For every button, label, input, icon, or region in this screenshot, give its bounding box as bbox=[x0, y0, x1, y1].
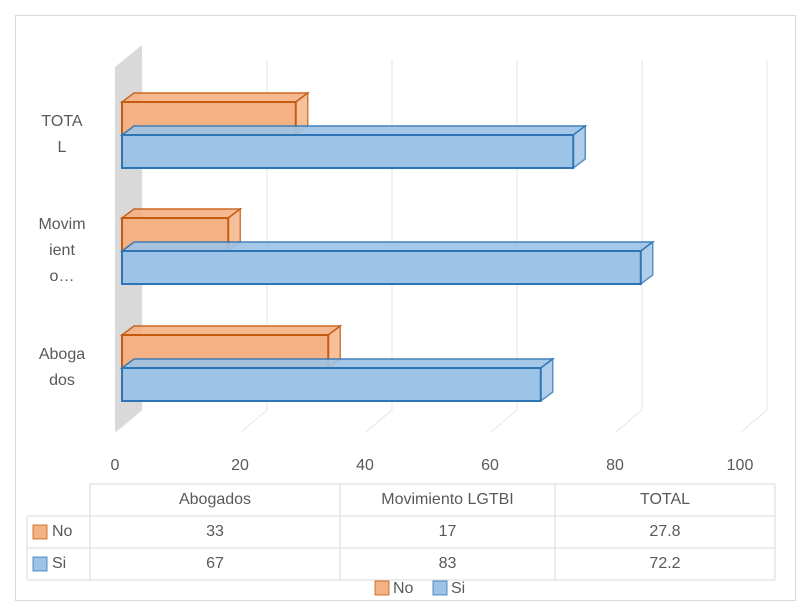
table-cell: 33 bbox=[206, 523, 224, 540]
y-tick-label: Abogados bbox=[38, 346, 86, 389]
table-row-label: No bbox=[52, 523, 73, 540]
grid-line bbox=[740, 60, 768, 433]
bar-top bbox=[119, 325, 343, 336]
legend-key bbox=[432, 580, 448, 596]
grid-line bbox=[115, 60, 143, 433]
x-tick-label: 80 bbox=[606, 457, 624, 474]
table-key bbox=[32, 556, 48, 572]
bar-top bbox=[119, 208, 243, 219]
table-key bbox=[32, 524, 48, 540]
table-cell: 72.2 bbox=[649, 555, 680, 572]
grid-line bbox=[490, 60, 518, 433]
bar-top bbox=[119, 358, 555, 369]
x-tick-label: 0 bbox=[111, 457, 120, 474]
grid-line bbox=[365, 60, 393, 433]
bar-top bbox=[119, 241, 655, 252]
bar bbox=[121, 367, 542, 402]
x-tick-label: 100 bbox=[727, 457, 754, 474]
table-row-label: Si bbox=[52, 555, 66, 572]
bar bbox=[121, 250, 642, 285]
table-cell: 67 bbox=[206, 555, 224, 572]
legend-key bbox=[374, 580, 390, 596]
x-tick-label: 20 bbox=[231, 457, 249, 474]
y-tick-label: Movimiento… bbox=[38, 216, 86, 285]
bar bbox=[121, 134, 575, 169]
table-header: Movimiento LGTBI bbox=[381, 491, 513, 508]
y-tick-label: TOTAL bbox=[41, 113, 83, 156]
legend-label: Si bbox=[451, 580, 465, 597]
bar-top bbox=[119, 125, 588, 136]
table-cell: 27.8 bbox=[649, 523, 680, 540]
bar-top bbox=[119, 92, 310, 103]
table-header: Abogados bbox=[179, 491, 251, 508]
x-tick-label: 60 bbox=[481, 457, 499, 474]
table-header: TOTAL bbox=[640, 491, 690, 508]
table-cell: 83 bbox=[439, 555, 457, 572]
grid-line bbox=[615, 60, 643, 433]
x-tick-label: 40 bbox=[356, 457, 374, 474]
grid-line bbox=[240, 60, 268, 433]
legend-label: No bbox=[393, 580, 414, 597]
table-cell: 17 bbox=[439, 523, 457, 540]
